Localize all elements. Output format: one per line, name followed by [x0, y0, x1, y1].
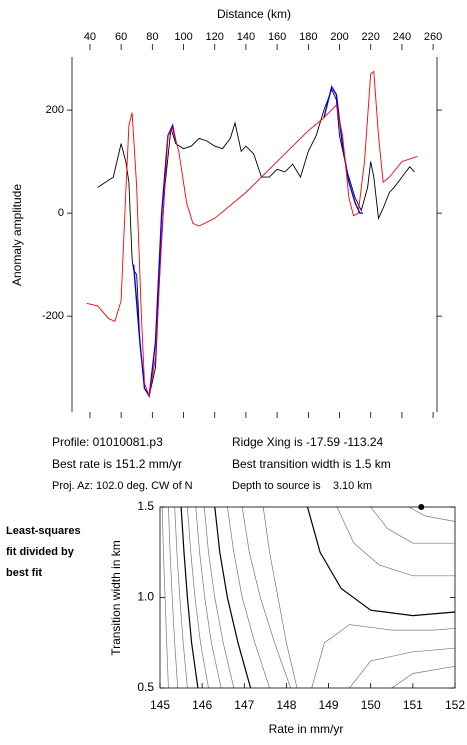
y-tick-label: 1.5	[137, 499, 154, 513]
contour-line	[195, 507, 222, 688]
annotation: Proj. Az: 102.0 deg. CW of N	[52, 480, 193, 492]
annotation: Best transition width is 1.5 km	[232, 457, 391, 471]
x-tick-label: 151	[403, 698, 423, 712]
contour-line	[203, 507, 235, 688]
x-tick-label: 240	[393, 31, 411, 43]
side-label: fit divided by	[6, 546, 75, 558]
data-line	[97, 88, 415, 398]
y-tick-label: 1.0	[137, 590, 154, 604]
contour-line	[391, 665, 455, 688]
contour-line	[168, 507, 179, 688]
contour-line	[262, 507, 298, 688]
y-tick-label: 0	[58, 207, 64, 219]
contour-line	[370, 507, 455, 544]
x-tick-label: 220	[362, 31, 380, 43]
annotation: Depth to source is 3.10 km	[232, 480, 372, 492]
annotation: Ridge Xing is -17.59 -113.24	[232, 435, 384, 449]
contour-line	[180, 507, 199, 688]
side-label: best fit	[6, 567, 42, 579]
x-tick-label: 100	[174, 31, 192, 43]
x-axis-title: Rate in mm/yr	[269, 722, 344, 736]
contour-line	[241, 507, 291, 688]
x-tick-label: 152	[445, 698, 465, 712]
x-tick-label: 150	[361, 698, 381, 712]
x-tick-label: 200	[330, 31, 348, 43]
contour-line	[336, 507, 455, 577]
y-tick-label: 200	[46, 104, 64, 116]
x-axis-title: Distance (km)	[217, 7, 291, 21]
contour-line	[227, 507, 270, 688]
x-tick-label: 80	[146, 31, 158, 43]
annotation: Profile: 01010081.p3	[52, 435, 163, 449]
x-tick-label: 149	[319, 698, 339, 712]
contour-line	[306, 507, 455, 617]
y-axis-title: Anomaly amplitude	[10, 184, 24, 286]
x-tick-label: 148	[276, 698, 296, 712]
y-tick-label: -200	[42, 310, 64, 322]
y-tick-label: 0.5	[137, 680, 154, 694]
best-fit-point	[418, 504, 425, 510]
x-tick-label: 146	[192, 698, 212, 712]
contour-line	[349, 647, 455, 688]
side-label: Least-squares	[6, 525, 81, 537]
data-line	[86, 70, 418, 398]
contour-line	[161, 507, 169, 688]
x-tick-label: 140	[237, 31, 255, 43]
contour-line	[408, 507, 455, 522]
contour-line	[311, 624, 455, 688]
y-axis-title: Transition width in km	[109, 540, 123, 656]
x-tick-label: 40	[84, 31, 96, 43]
contour-line	[214, 507, 252, 688]
annotation: Best rate is 151.2 mm/yr	[52, 457, 182, 471]
x-tick-label: 120	[206, 31, 224, 43]
x-tick-label: 260	[424, 31, 442, 43]
x-tick-label: 160	[268, 31, 286, 43]
x-tick-label: 145	[150, 698, 170, 712]
x-tick-label: 180	[299, 31, 317, 43]
contour-line	[174, 507, 188, 688]
x-tick-label: 147	[234, 698, 254, 712]
contour-line	[187, 507, 209, 688]
x-tick-label: 60	[115, 31, 127, 43]
